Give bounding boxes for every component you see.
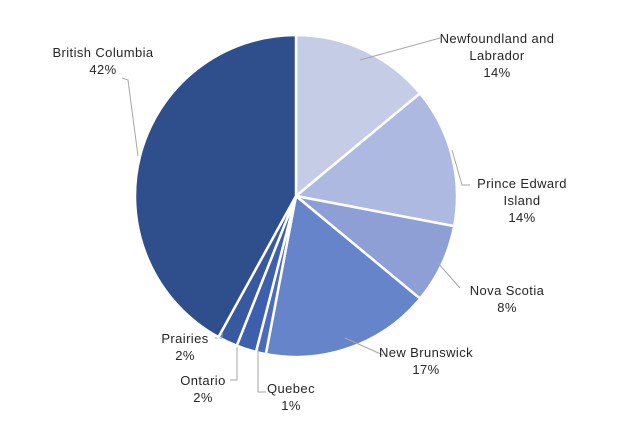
slice-label: Nova Scotia 8% [457, 282, 557, 316]
slice-label: Prairies 2% [145, 330, 225, 364]
leader-line [230, 341, 238, 381]
category-name: Prince Edward Island [477, 176, 567, 208]
category-name: Newfoundland and Labrador [439, 31, 555, 63]
category-name: British Columbia [52, 45, 154, 60]
leader-line [344, 337, 384, 356]
slice-label: Quebec 1% [251, 380, 331, 414]
pie-slice [264, 193, 422, 359]
value-label: 17% [412, 362, 440, 377]
leader-line [359, 37, 441, 61]
value-label: 2% [175, 348, 195, 363]
category-name: New Brunswick [378, 345, 474, 360]
category-name: Prairies [161, 331, 209, 346]
value-label: 14% [483, 65, 511, 80]
value-label: 8% [497, 300, 517, 315]
category-name: Ontario [180, 373, 226, 388]
slice-label: Ontario 2% [163, 372, 243, 406]
category-name: Quebec [267, 381, 315, 396]
slice-label: New Brunswick 17% [366, 344, 486, 378]
value-label: 42% [89, 62, 117, 77]
leader-line [215, 333, 223, 339]
leader-line [257, 343, 266, 393]
pie-slice [133, 33, 298, 339]
value-label: 1% [281, 398, 301, 413]
slice-label: Prince Edward Island 14% [467, 175, 577, 226]
pie-slice [293, 91, 459, 228]
category-name: Nova Scotia [469, 283, 545, 298]
leader-line [121, 77, 139, 157]
leader-line [436, 261, 461, 289]
slice-label: Newfoundland and Labrador 14% [427, 30, 567, 81]
slice-label: British Columbia 42% [33, 44, 173, 78]
value-label: 14% [508, 210, 536, 225]
pie-slice [294, 33, 422, 199]
value-label: 2% [193, 390, 213, 405]
leader-line [451, 149, 470, 186]
